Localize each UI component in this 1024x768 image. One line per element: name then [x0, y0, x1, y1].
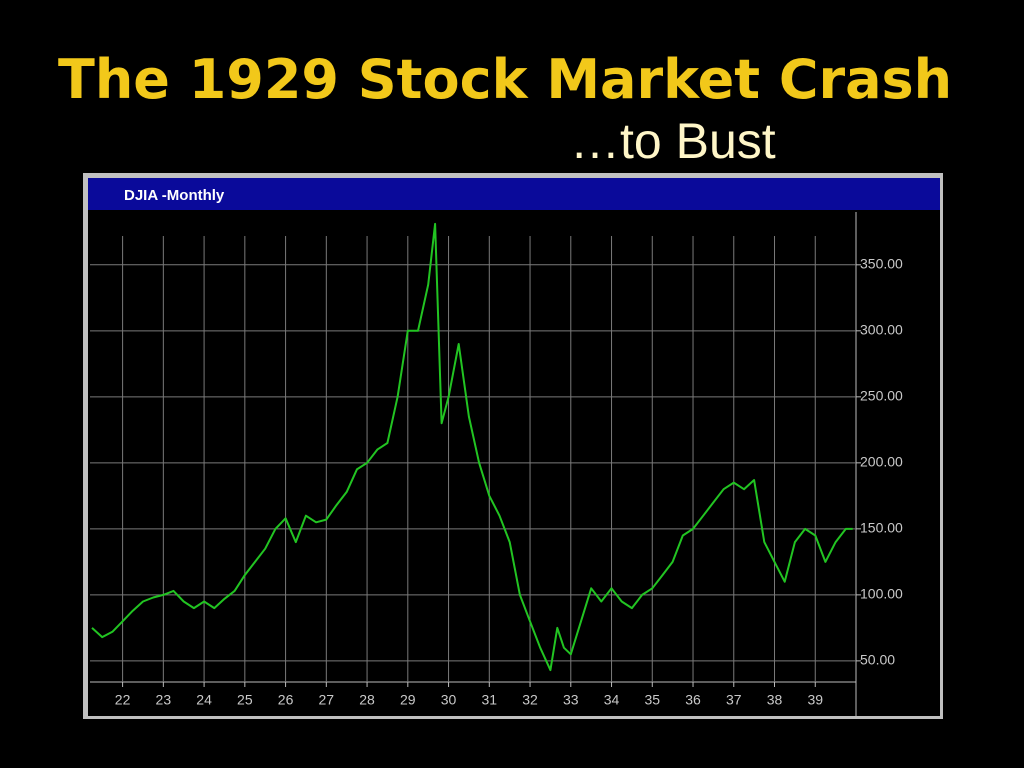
x-tick-label: 22: [115, 692, 131, 708]
y-tick-label: 250.00: [860, 388, 903, 404]
x-tick-label: 29: [400, 692, 416, 708]
y-tick-label: 300.00: [860, 322, 903, 338]
data-line: [91, 222, 853, 672]
x-tick-label: 23: [156, 692, 172, 708]
x-tick-label: 27: [319, 692, 335, 708]
panel-title: DJIA -Monthly: [124, 187, 225, 204]
x-tick-label: 28: [359, 692, 375, 708]
window-header: [88, 178, 940, 210]
x-tick-label: 31: [482, 692, 498, 708]
x-tick-label: 34: [604, 692, 620, 708]
y-tick-label: 150.00: [860, 520, 903, 536]
x-tick-label: 38: [767, 692, 783, 708]
x-tick-label: 39: [807, 692, 823, 708]
x-tick-label: 37: [726, 692, 742, 708]
x-tick-label: 24: [196, 692, 212, 708]
x-tick-label: 36: [685, 692, 701, 708]
x-tick-label: 35: [644, 692, 660, 708]
x-tick-label: 26: [278, 692, 294, 708]
x-tick-label: 33: [563, 692, 579, 708]
y-tick-label: 200.00: [860, 454, 903, 470]
y-tick-label: 350.00: [860, 256, 903, 272]
x-tick-label: 32: [522, 692, 538, 708]
slide-title: The 1929 Stock Market Crash: [58, 48, 952, 111]
x-tick-label: 30: [441, 692, 457, 708]
slide-subtitle: …to Bust: [570, 113, 776, 169]
x-tick-label: 25: [237, 692, 253, 708]
y-tick-label: 100.00: [860, 586, 903, 602]
y-tick-label: 50.00: [860, 652, 895, 668]
